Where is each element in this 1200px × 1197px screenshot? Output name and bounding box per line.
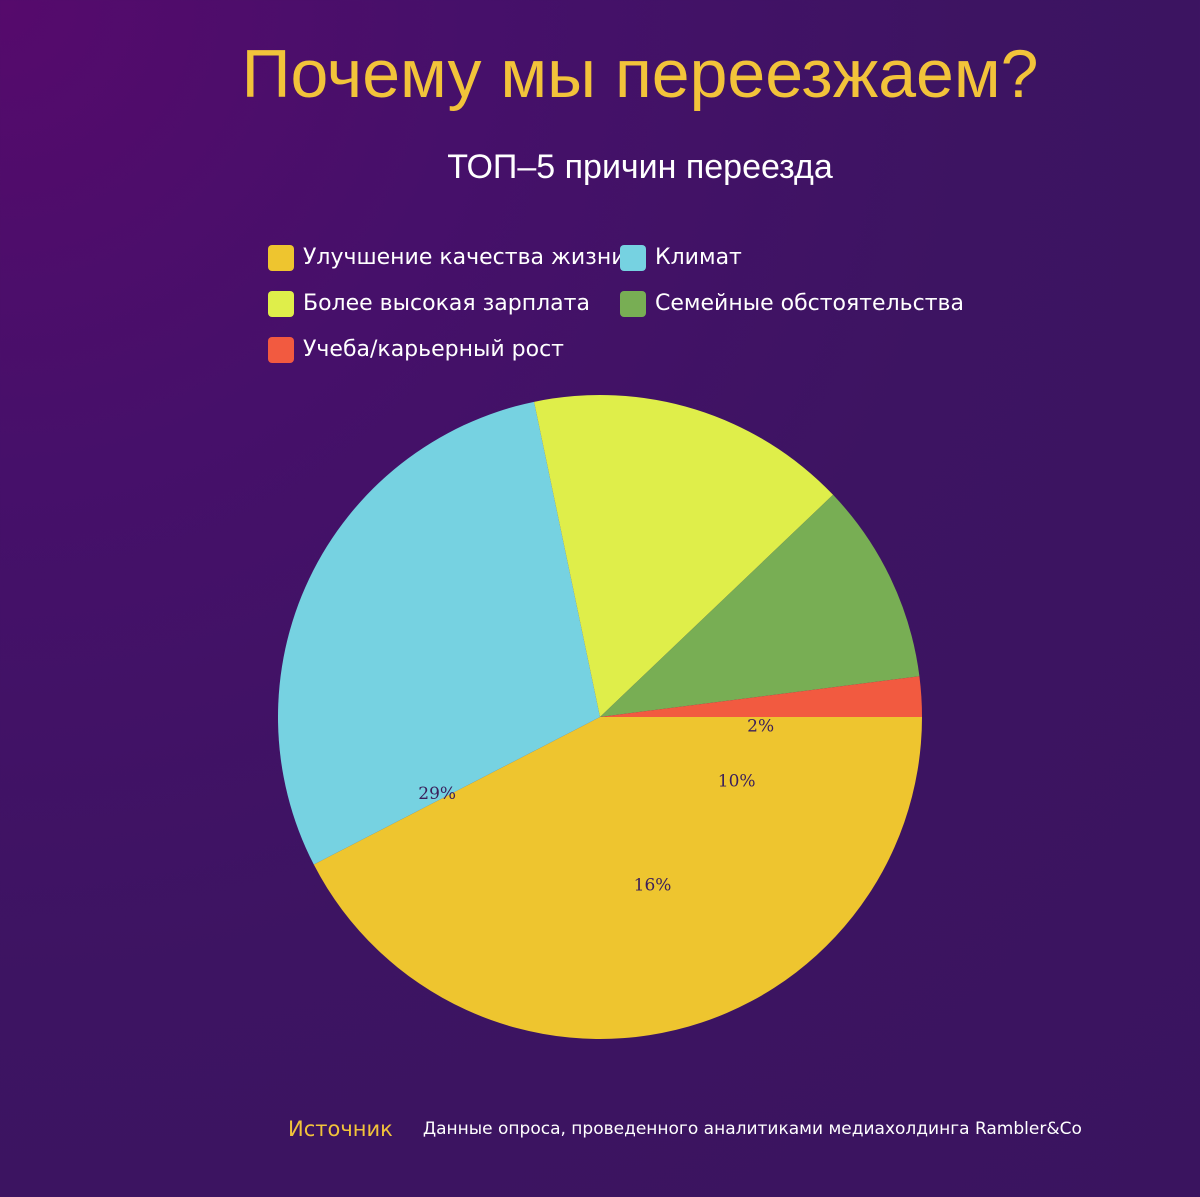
- legend-item-climate: Климат: [620, 238, 742, 278]
- pie-label-quality-of-life: 42%: [618, 553, 656, 573]
- chart-title: Почему мы переезжаем?: [241, 36, 1039, 112]
- pie-slice-family: [600, 494, 920, 717]
- legend-label-higher-salary: Более высокая зарплата: [303, 291, 590, 316]
- legend-label-study-career: Учеба/карьерный рост: [303, 337, 564, 362]
- legend-swatch-quality-of-life: [268, 245, 294, 271]
- pie-slice-climate: [278, 401, 600, 865]
- legend-label-climate: Климат: [655, 245, 742, 270]
- pie-slice-study-career: [600, 676, 923, 717]
- legend-swatch-family: [620, 291, 646, 317]
- chart-legend: Улучшение качества жизни Климат Более вы…: [268, 238, 988, 378]
- legend-item-family: Семейные обстоятельства: [620, 284, 964, 324]
- pie-slice-higher-salary: [534, 395, 834, 717]
- pie-label-family: 10%: [718, 772, 756, 792]
- legend-item-study-career: Учеба/карьерный рост: [268, 330, 564, 370]
- source-text: Данные опроса, проведенного аналитиками …: [422, 1119, 1082, 1139]
- legend-label-family: Семейные обстоятельства: [655, 291, 964, 316]
- source-footer: Источник Данные опроса, проведенного ана…: [288, 1112, 1168, 1146]
- pie-label-higher-salary: 16%: [634, 876, 672, 896]
- legend-item-higher-salary: Более высокая зарплата: [268, 284, 590, 324]
- legend-swatch-study-career: [268, 337, 294, 363]
- legend-label-quality-of-life: Улучшение качества жизни: [303, 245, 626, 270]
- legend-swatch-higher-salary: [268, 291, 294, 317]
- pie-label-climate: 29%: [418, 784, 456, 804]
- legend-item-quality-of-life: Улучшение качества жизни: [268, 238, 626, 278]
- source-label: Источник: [288, 1117, 393, 1141]
- pie-label-study-career: 2%: [747, 717, 774, 737]
- legend-swatch-climate: [620, 245, 646, 271]
- pie-slice-quality-of-life: [313, 717, 922, 1040]
- chart-subtitle: ТОП–5 причин переезда: [447, 148, 833, 186]
